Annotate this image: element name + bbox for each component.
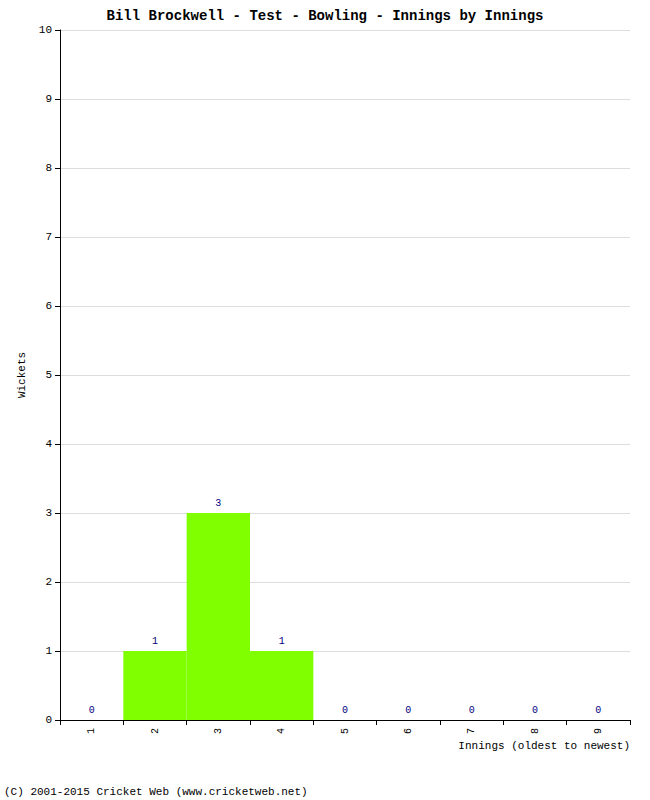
svg-text:6: 6 [403,728,414,734]
svg-text:2: 2 [150,728,161,734]
svg-text:3: 3 [45,507,52,519]
svg-text:3: 3 [215,498,221,509]
svg-text:2: 2 [45,576,52,588]
svg-text:0: 0 [342,705,348,716]
svg-text:8: 8 [45,162,52,174]
svg-text:7: 7 [45,231,52,243]
svg-text:5: 5 [340,728,351,734]
svg-text:0: 0 [405,705,411,716]
svg-text:0: 0 [469,705,475,716]
svg-text:1: 1 [45,645,52,657]
svg-text:1: 1 [86,728,97,734]
svg-text:1: 1 [279,636,285,647]
svg-text:10: 10 [39,24,52,36]
svg-text:3: 3 [213,728,224,734]
svg-text:4: 4 [276,728,287,734]
svg-text:Wickets: Wickets [16,352,28,398]
svg-text:8: 8 [530,728,541,734]
svg-text:0: 0 [532,705,538,716]
svg-text:Innings (oldest to newest): Innings (oldest to newest) [458,740,630,752]
svg-text:7: 7 [466,728,477,734]
svg-text:Bill Brockwell - Test - Bowlin: Bill Brockwell - Test - Bowling - Inning… [107,8,544,24]
svg-text:1: 1 [152,636,158,647]
svg-text:5: 5 [45,369,52,381]
svg-text:(C) 2001-2015 Cricket Web (www: (C) 2001-2015 Cricket Web (www.cricketwe… [4,786,308,798]
svg-text:0: 0 [89,705,95,716]
svg-text:0: 0 [595,705,601,716]
svg-text:6: 6 [45,300,52,312]
svg-text:9: 9 [45,93,52,105]
svg-text:9: 9 [593,728,604,734]
svg-text:0: 0 [45,714,52,726]
svg-text:4: 4 [45,438,52,450]
